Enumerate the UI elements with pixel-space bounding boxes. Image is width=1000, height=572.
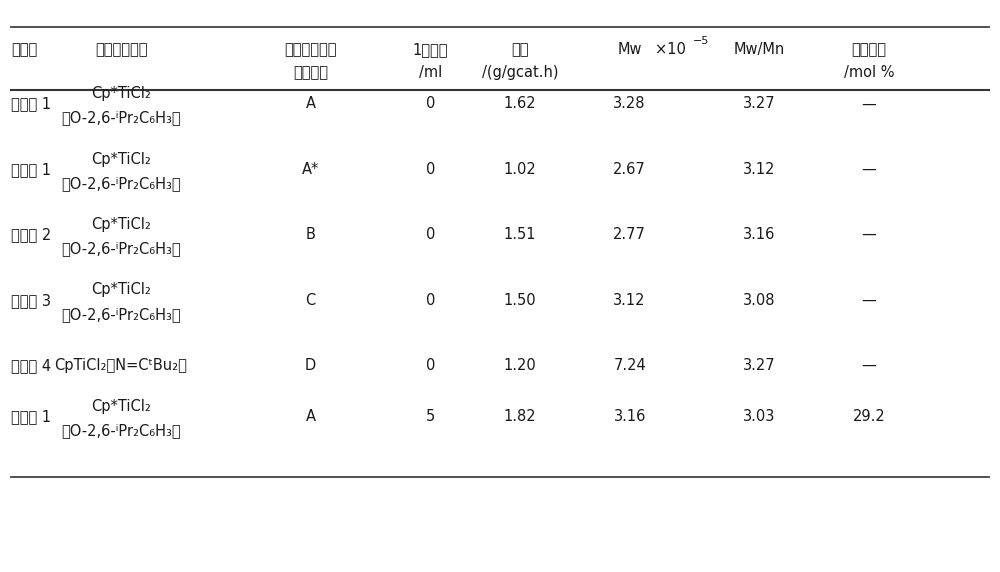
Text: 3.27: 3.27 [743, 358, 776, 373]
Text: 1.62: 1.62 [504, 96, 536, 112]
Text: —: — [862, 162, 876, 177]
Text: Mw: Mw [617, 42, 642, 57]
Text: 1.51: 1.51 [504, 227, 536, 243]
Text: 1.50: 1.50 [504, 293, 536, 308]
Text: 29.2: 29.2 [853, 410, 885, 424]
Text: 3.16: 3.16 [743, 227, 775, 243]
Text: 1.02: 1.02 [504, 162, 536, 177]
Text: 7.24: 7.24 [613, 358, 646, 373]
Text: 3.16: 3.16 [613, 410, 646, 424]
Text: 实施例 1: 实施例 1 [11, 96, 51, 112]
Text: —: — [862, 293, 876, 308]
Text: D: D [305, 358, 316, 373]
Text: 2.77: 2.77 [613, 227, 646, 243]
Text: （O-2,6-ⁱPr₂C₆H₃）: （O-2,6-ⁱPr₂C₆H₃） [61, 424, 181, 439]
Text: 己烯含量: 己烯含量 [851, 42, 886, 57]
Text: A: A [306, 410, 316, 424]
Text: 实施例: 实施例 [11, 42, 38, 57]
Text: 3.12: 3.12 [613, 293, 646, 308]
Text: 属催化剂: 属催化剂 [293, 65, 328, 80]
Text: 3.27: 3.27 [743, 96, 776, 112]
Text: （O-2,6-ⁱPr₂C₆H₃）: （O-2,6-ⁱPr₂C₆H₃） [61, 307, 181, 322]
Text: C: C [305, 293, 316, 308]
Text: 3.03: 3.03 [743, 410, 775, 424]
Text: /(g/gcat.h): /(g/gcat.h) [482, 65, 558, 80]
Text: 1.82: 1.82 [504, 410, 536, 424]
Text: 实施例 3: 实施例 3 [11, 293, 51, 308]
Text: 0: 0 [426, 96, 435, 112]
Text: Cp*TiCl₂: Cp*TiCl₂ [91, 217, 151, 232]
Text: Mw/Mn: Mw/Mn [734, 42, 785, 57]
Text: A: A [306, 96, 316, 112]
Text: A*: A* [302, 162, 319, 177]
Text: 0: 0 [426, 227, 435, 243]
Text: 1.20: 1.20 [504, 358, 536, 373]
Text: 5: 5 [426, 410, 435, 424]
Text: −5: −5 [692, 36, 709, 46]
Text: 0: 0 [426, 293, 435, 308]
Text: /ml: /ml [419, 65, 442, 80]
Text: —: — [862, 227, 876, 243]
Text: 3.08: 3.08 [743, 293, 776, 308]
Text: 1－己烯: 1－己烯 [412, 42, 448, 57]
Text: （O-2,6-ⁱPr₂C₆H₃）: （O-2,6-ⁱPr₂C₆H₃） [61, 110, 181, 126]
Text: 3.12: 3.12 [743, 162, 776, 177]
Text: —: — [862, 358, 876, 373]
Text: Cp*TiCl₂: Cp*TiCl₂ [91, 152, 151, 166]
Text: 负载化单茂金: 负载化单茂金 [284, 42, 337, 57]
Text: 实施例 4: 实施例 4 [11, 358, 51, 373]
Text: Cp*TiCl₂: Cp*TiCl₂ [91, 399, 151, 414]
Text: 比较例 1: 比较例 1 [11, 162, 51, 177]
Text: —: — [862, 96, 876, 112]
Text: 0: 0 [426, 358, 435, 373]
Text: /mol %: /mol % [844, 65, 894, 80]
Text: Cp*TiCl₂: Cp*TiCl₂ [91, 86, 151, 101]
Text: 实施例 2: 实施例 2 [11, 227, 52, 243]
Text: 活性: 活性 [511, 42, 529, 57]
Text: B: B [306, 227, 315, 243]
Text: 3.28: 3.28 [613, 96, 646, 112]
Text: 单茂金属前体: 单茂金属前体 [95, 42, 147, 57]
Text: 实施例 1: 实施例 1 [11, 410, 51, 424]
Text: 2.67: 2.67 [613, 162, 646, 177]
Text: 0: 0 [426, 162, 435, 177]
Text: CpTiCl₂（N=CᵗBu₂）: CpTiCl₂（N=CᵗBu₂） [55, 358, 187, 373]
Text: Cp*TiCl₂: Cp*TiCl₂ [91, 283, 151, 297]
Text: （O-2,6-ⁱPr₂C₆H₃）: （O-2,6-ⁱPr₂C₆H₃） [61, 241, 181, 256]
Text: ×10: ×10 [655, 42, 685, 57]
Text: （O-2,6-ⁱPr₂C₆H₃）: （O-2,6-ⁱPr₂C₆H₃） [61, 176, 181, 191]
